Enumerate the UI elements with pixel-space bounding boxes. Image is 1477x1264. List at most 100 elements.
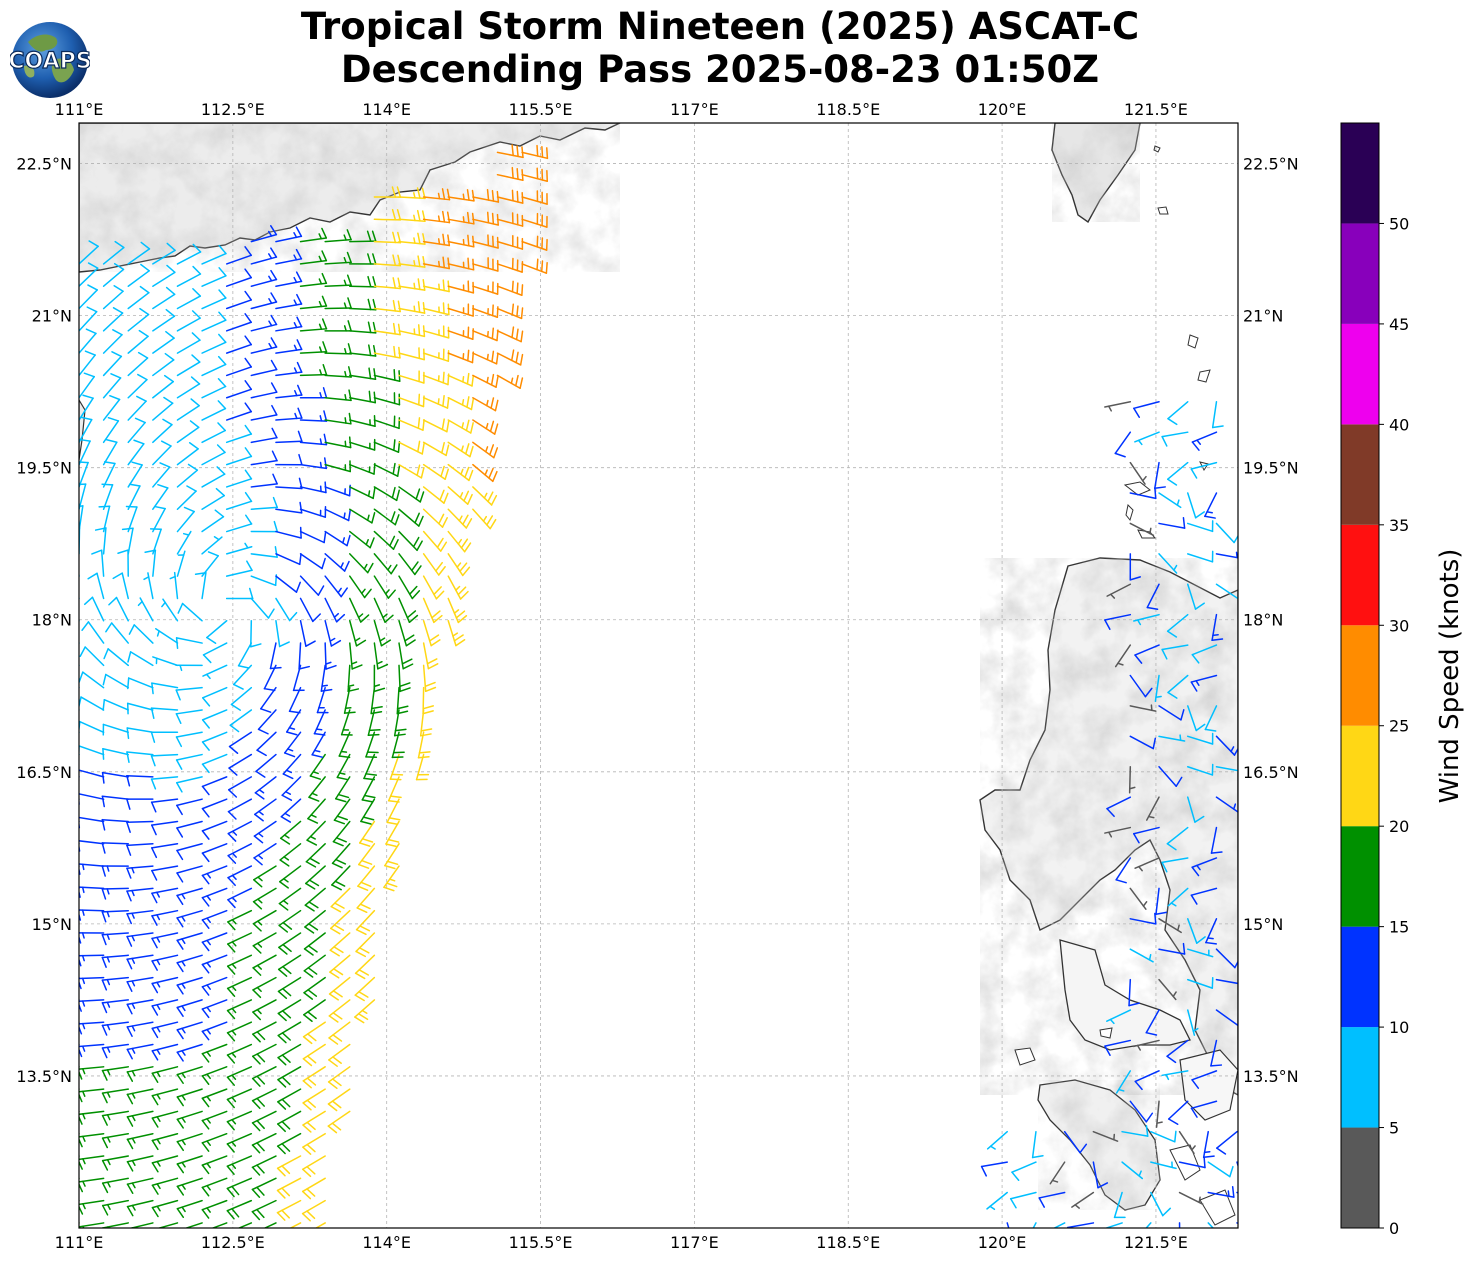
wind-barb bbox=[303, 976, 326, 1000]
wind-barb bbox=[79, 569, 80, 577]
wind-barb bbox=[152, 330, 175, 354]
wind-barb bbox=[202, 664, 228, 680]
wind-barb bbox=[422, 686, 435, 715]
wind-barb bbox=[324, 642, 337, 670]
wind-barb bbox=[415, 753, 430, 781]
wind-barb bbox=[302, 1043, 326, 1067]
wind-barb bbox=[324, 297, 352, 310]
wind-barb bbox=[79, 753, 80, 756]
wind-barb bbox=[126, 976, 154, 992]
wind-barb bbox=[1215, 735, 1238, 756]
wind-barb bbox=[1158, 942, 1186, 955]
wind-barb bbox=[447, 620, 466, 647]
wind-barb bbox=[176, 1043, 203, 1062]
wind-barb bbox=[447, 441, 474, 458]
wind-barb bbox=[175, 753, 203, 770]
wind-barb bbox=[176, 1155, 203, 1174]
wind-barb bbox=[496, 303, 524, 320]
wind-barb bbox=[447, 530, 472, 553]
wind-barb bbox=[79, 820, 80, 823]
wind-barb bbox=[79, 1021, 80, 1023]
wind-barb bbox=[1215, 583, 1238, 600]
lat-tick-left: 18°N bbox=[32, 611, 72, 630]
wind-barb bbox=[349, 438, 376, 451]
lon-tick-bottom: 118.5°E bbox=[816, 1233, 880, 1252]
wind-barb bbox=[250, 247, 278, 265]
wind-barb bbox=[329, 954, 351, 979]
wind-barb bbox=[127, 307, 150, 332]
wind-barb bbox=[1129, 948, 1154, 963]
wind-barb bbox=[1146, 796, 1160, 821]
wind-barb bbox=[103, 648, 129, 667]
wind-barb bbox=[373, 530, 399, 550]
wind-barb bbox=[127, 329, 149, 354]
wind-barb bbox=[176, 1088, 203, 1107]
lon-tick-bottom: 115.5°E bbox=[509, 1233, 573, 1252]
wind-barb bbox=[201, 311, 227, 332]
wind-barb bbox=[126, 999, 154, 1015]
wind-barb bbox=[327, 1088, 351, 1112]
wind-barb bbox=[201, 333, 227, 354]
wind-barb bbox=[1154, 461, 1166, 490]
wind-barb bbox=[176, 887, 203, 906]
wind-barb bbox=[79, 372, 95, 399]
wind-barb bbox=[250, 359, 278, 377]
wind-barb bbox=[151, 1177, 179, 1195]
wind-barb bbox=[333, 798, 351, 825]
wind-barb bbox=[151, 1088, 179, 1106]
wind-barb bbox=[226, 1066, 253, 1086]
wind-barb bbox=[225, 587, 254, 600]
wind-barb bbox=[250, 404, 278, 421]
wind-barb bbox=[986, 1130, 1008, 1150]
wind-barb bbox=[349, 275, 377, 288]
wind-barb bbox=[302, 1110, 326, 1133]
wind-barb bbox=[250, 473, 278, 488]
wind-barb bbox=[447, 419, 474, 434]
wind-barb bbox=[1150, 1191, 1172, 1217]
wind-barb bbox=[227, 865, 253, 887]
wind-barb bbox=[102, 723, 129, 736]
wind-barb bbox=[79, 793, 105, 805]
wind-barb bbox=[1215, 796, 1238, 813]
wind-barb bbox=[324, 251, 352, 265]
lon-tick-bottom: 114°E bbox=[362, 1233, 411, 1252]
wind-barb bbox=[1114, 644, 1132, 668]
wind-barb bbox=[398, 530, 423, 552]
wind-barb bbox=[225, 268, 252, 287]
wind-barb bbox=[151, 1132, 179, 1151]
wind-barb bbox=[1191, 1070, 1218, 1089]
wind-barb bbox=[126, 774, 154, 787]
wind-barb bbox=[201, 400, 227, 421]
wind-barb bbox=[496, 374, 524, 389]
wind-barb bbox=[101, 771, 129, 784]
wind-barb bbox=[1052, 1222, 1066, 1228]
colorbar-tick-label: 25 bbox=[1389, 717, 1409, 736]
colorbar-tick-label: 40 bbox=[1389, 415, 1409, 434]
wind-barb bbox=[1190, 461, 1218, 479]
wind-barb bbox=[1150, 1161, 1177, 1170]
wind-barb bbox=[1129, 461, 1147, 485]
wind-barb bbox=[102, 285, 124, 310]
wind-barb bbox=[227, 843, 253, 864]
wind-barb bbox=[447, 189, 475, 202]
wind-barb bbox=[1129, 887, 1148, 910]
wind-barb bbox=[1186, 705, 1206, 732]
wind-barb bbox=[175, 731, 203, 748]
wind-barb bbox=[201, 289, 227, 310]
wind-barb bbox=[152, 286, 176, 310]
wind-barb bbox=[102, 416, 120, 444]
wind-barb bbox=[201, 267, 227, 287]
wind-barb bbox=[1158, 918, 1182, 934]
wind-barb bbox=[101, 1110, 129, 1126]
wind-barb bbox=[496, 166, 524, 181]
wind-barb bbox=[79, 686, 80, 689]
wind-barb bbox=[275, 407, 303, 421]
wind-barb bbox=[521, 167, 549, 182]
wind-barb bbox=[1129, 674, 1153, 698]
wind-barb bbox=[391, 731, 405, 759]
wind-barb bbox=[422, 575, 445, 600]
wind-barb bbox=[79, 350, 96, 377]
wind-barb bbox=[275, 620, 290, 648]
wind-barb bbox=[373, 642, 389, 670]
wind-barb bbox=[101, 842, 129, 854]
